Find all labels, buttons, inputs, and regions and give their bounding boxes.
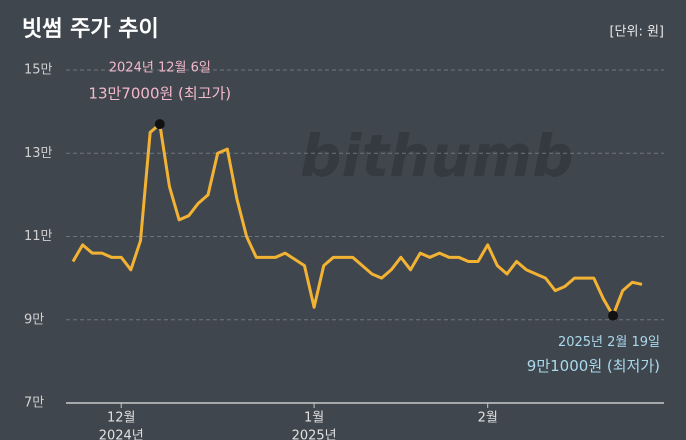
annotation: 9만1000원 (최저가) <box>527 357 660 375</box>
y-tick-label: 9만 <box>24 312 44 327</box>
price-line <box>71 122 643 318</box>
x-tick-label: 1월 <box>304 411 324 426</box>
unit-label: [단위: 원] <box>609 25 664 40</box>
x-tick-year: 2024년 <box>99 429 144 440</box>
annotation: 2024년 12월 6일 <box>109 61 211 76</box>
x-tick-label: 2월 <box>478 411 498 426</box>
x-tick-label: 12월 <box>107 411 136 426</box>
annotation: 2025년 2월 19일 <box>558 335 660 350</box>
annotation: 13만7000원 (최고가) <box>88 85 231 103</box>
extreme-marker <box>154 119 165 130</box>
extreme-marker <box>608 310 619 321</box>
watermark: bithumb <box>300 122 574 190</box>
chart-title: 빗썸 주가 추이 <box>22 17 159 42</box>
y-tick-label: 13만 <box>24 146 53 161</box>
y-tick-label: 15만 <box>24 63 53 78</box>
y-tick-label: 7만 <box>24 396 44 411</box>
x-tick-year: 2025년 <box>292 429 337 440</box>
y-tick-label: 11만 <box>24 229 53 244</box>
